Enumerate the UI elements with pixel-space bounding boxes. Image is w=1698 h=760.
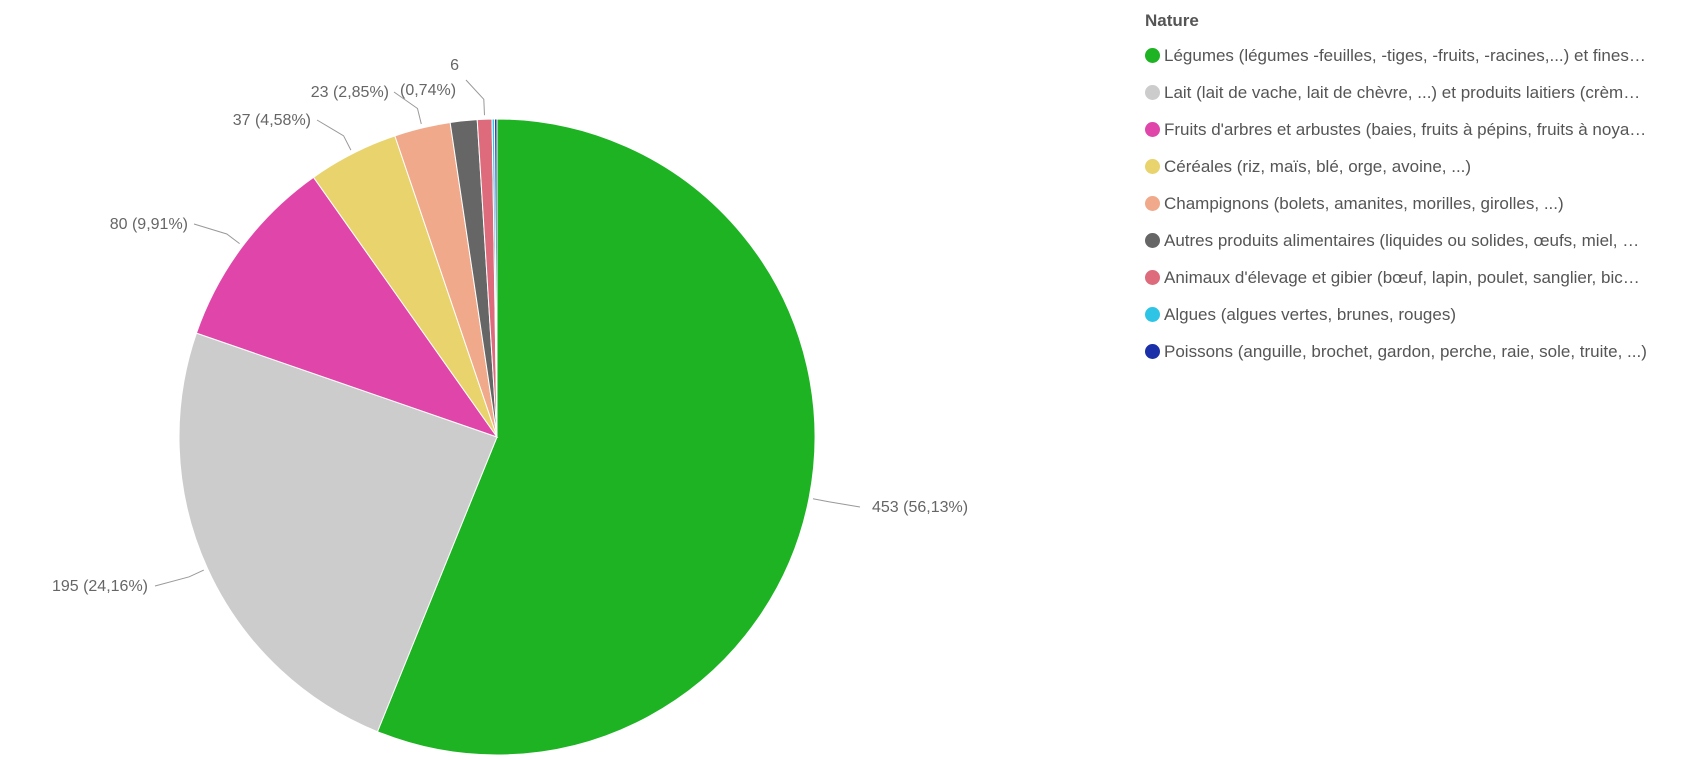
pie-data-labels: 453 (56,13%) 195 (24,16%) 80 (9,91%) 37 (4,… bbox=[52, 57, 968, 595]
legend-marker-icon bbox=[1145, 196, 1160, 211]
legend-marker-icon bbox=[1145, 344, 1160, 359]
legend-marker-icon bbox=[1145, 307, 1160, 322]
label-leader-line bbox=[154, 569, 205, 587]
legend-item[interactable]: Animaux d'élevage et gibier (bœuf, lapin… bbox=[1145, 259, 1695, 296]
pie-chart: 453 (56,13%) 195 (24,16%) 80 (9,91%) 37 (4,… bbox=[52, 57, 968, 756]
legend-marker-icon bbox=[1145, 159, 1160, 174]
legend-items: Légumes (légumes -feuilles, -tiges, -fru… bbox=[1145, 37, 1695, 370]
legend-item-label: Animaux d'élevage et gibier (bœuf, lapin… bbox=[1164, 267, 1640, 287]
label-leader-line bbox=[465, 79, 485, 116]
legend-item[interactable]: Légumes (légumes -feuilles, -tiges, -fru… bbox=[1145, 37, 1695, 74]
legend-item-label: Algues (algues vertes, brunes, rouges) bbox=[1164, 304, 1456, 324]
legend-marker-icon bbox=[1145, 122, 1160, 137]
legend-item-label: Lait (lait de vache, lait de chèvre, ...… bbox=[1164, 82, 1641, 102]
data-label: 37 (4,58%) bbox=[233, 112, 311, 129]
legend-marker-icon bbox=[1145, 48, 1160, 63]
legend-item[interactable]: Algues (algues vertes, brunes, rouges) bbox=[1145, 296, 1695, 333]
legend-item[interactable]: Lait (lait de vache, lait de chèvre, ...… bbox=[1145, 74, 1695, 111]
legend-item-label: Fruits d'arbres et arbustes (baies, frui… bbox=[1164, 119, 1647, 139]
data-label: 80 (9,91%) bbox=[110, 216, 188, 233]
legend-marker-icon bbox=[1145, 85, 1160, 100]
data-label: 195 (24,16%) bbox=[52, 578, 148, 595]
legend-item[interactable]: Céréales (riz, maïs, blé, orge, avoine, … bbox=[1145, 148, 1695, 185]
legend-item-label: Céréales (riz, maïs, blé, orge, avoine, … bbox=[1164, 156, 1472, 176]
label-leader-line bbox=[812, 498, 861, 508]
legend-item[interactable]: Fruits d'arbres et arbustes (baies, frui… bbox=[1145, 111, 1695, 148]
legend-marker-icon bbox=[1145, 270, 1160, 285]
legend-item[interactable]: Poissons (anguille, brochet, gardon, per… bbox=[1145, 333, 1695, 370]
legend-item[interactable]: Champignons (bolets, amanites, morilles,… bbox=[1145, 185, 1695, 222]
legend-item-label: Autres produits alimentaires (liquides o… bbox=[1164, 230, 1640, 250]
data-label: (0,74%) bbox=[400, 82, 456, 99]
legend-item-label: Légumes (légumes -feuilles, -tiges, -fru… bbox=[1164, 45, 1646, 65]
legend-item-label: Poissons (anguille, brochet, gardon, per… bbox=[1164, 341, 1647, 361]
pie-slice[interactable] bbox=[195, 176, 499, 438]
pie-slice[interactable] bbox=[178, 332, 498, 733]
label-leader-line bbox=[316, 119, 352, 151]
legend: Nature Légumes (légumes -feuilles, -tige… bbox=[1145, 11, 1695, 370]
data-label: 6 bbox=[450, 57, 459, 74]
pie-slice[interactable] bbox=[494, 118, 498, 438]
legend-item-label: Champignons (bolets, amanites, morilles,… bbox=[1164, 193, 1564, 213]
label-leader-line bbox=[393, 91, 422, 125]
data-label: 453 (56,13%) bbox=[872, 499, 968, 516]
legend-item[interactable]: Autres produits alimentaires (liquides o… bbox=[1145, 222, 1695, 259]
label-leader-line bbox=[193, 223, 240, 245]
pie-slices bbox=[178, 118, 816, 756]
legend-marker-icon bbox=[1145, 233, 1160, 248]
legend-title: Nature bbox=[1145, 11, 1199, 30]
data-label: 23 (2,85%) bbox=[311, 84, 389, 101]
pie-slice[interactable] bbox=[376, 118, 816, 756]
